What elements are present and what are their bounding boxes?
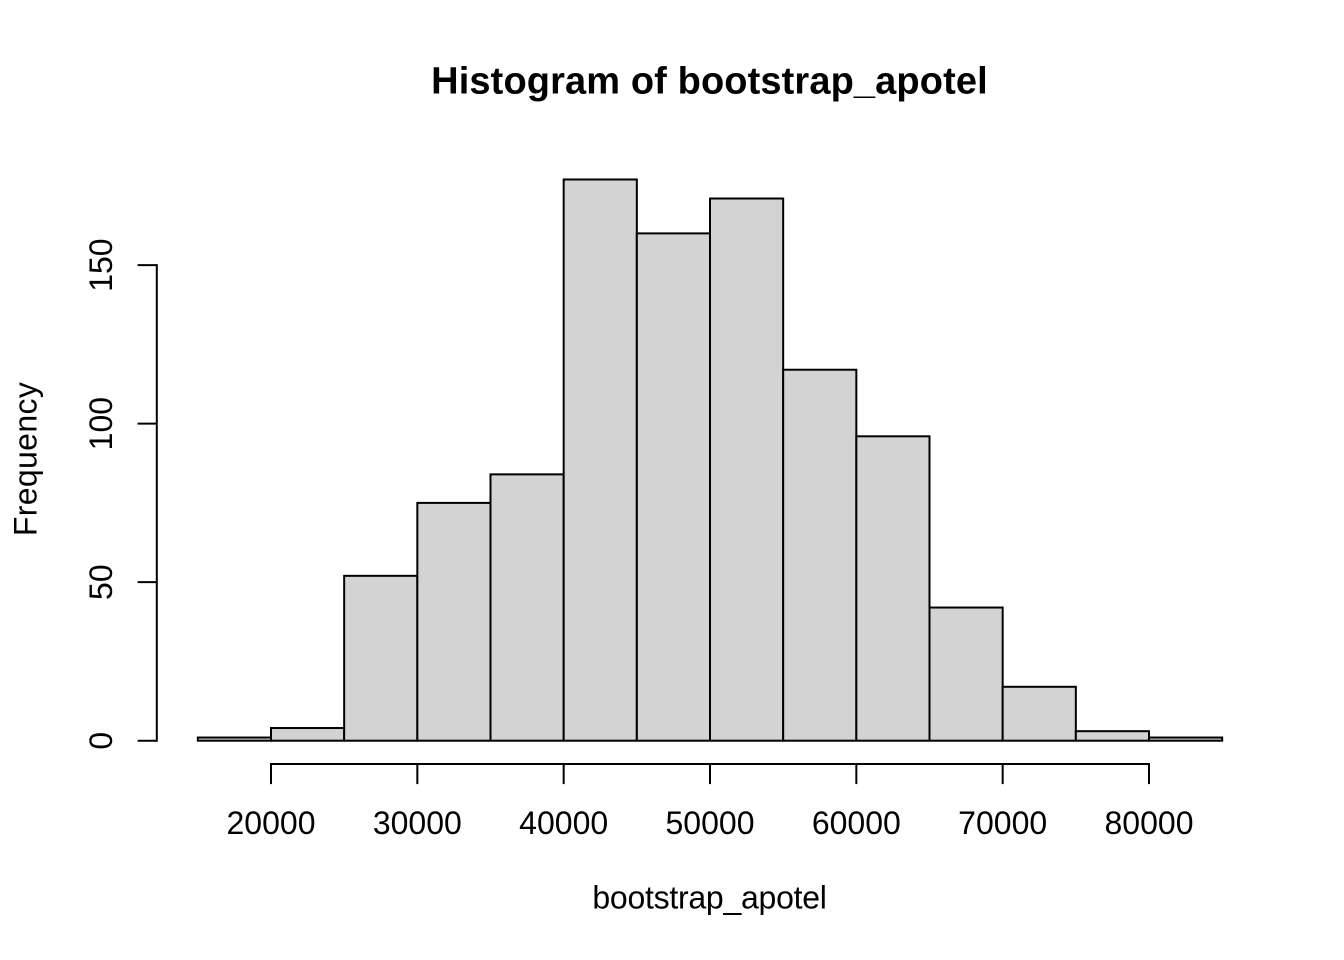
svg-text:50000: 50000 bbox=[666, 805, 755, 841]
svg-text:0: 0 bbox=[83, 732, 119, 750]
svg-text:Frequency: Frequency bbox=[8, 382, 44, 536]
svg-text:60000: 60000 bbox=[812, 805, 901, 841]
svg-text:20000: 20000 bbox=[227, 805, 316, 841]
svg-text:30000: 30000 bbox=[373, 805, 462, 841]
svg-text:100: 100 bbox=[83, 397, 119, 450]
svg-text:150: 150 bbox=[83, 238, 119, 291]
svg-text:Histogram of bootstrap_apotel: Histogram of bootstrap_apotel bbox=[431, 61, 988, 103]
svg-text:50: 50 bbox=[83, 564, 119, 600]
svg-text:80000: 80000 bbox=[1105, 805, 1194, 841]
svg-text:70000: 70000 bbox=[958, 805, 1047, 841]
svg-text:40000: 40000 bbox=[519, 805, 608, 841]
svg-text:bootstrap_apotel: bootstrap_apotel bbox=[592, 880, 826, 916]
